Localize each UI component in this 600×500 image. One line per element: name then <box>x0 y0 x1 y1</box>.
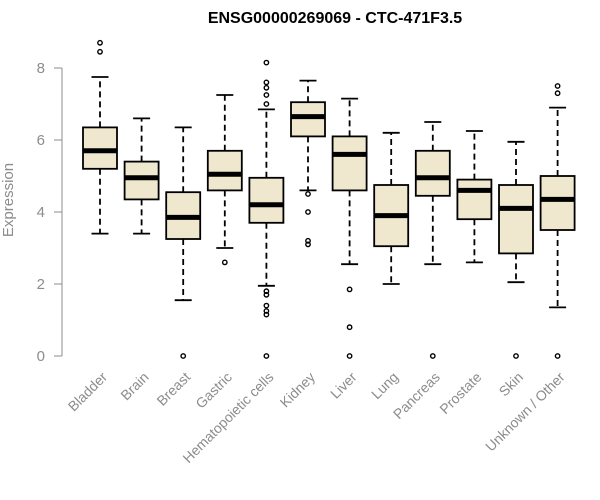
outlier-point <box>263 59 270 66</box>
y-tick-label: 2 <box>37 276 45 293</box>
outlier-point <box>263 291 270 298</box>
box-bladder <box>82 39 118 235</box>
outlier-point <box>554 353 561 359</box>
outlier-point <box>305 191 311 197</box>
x-category-label: Bladder <box>65 369 111 415</box>
outlier-point <box>263 308 270 314</box>
box-iqr <box>206 149 243 192</box>
y-axis-label: Expression <box>0 163 17 237</box>
box-liver <box>331 97 368 359</box>
box-gastric <box>206 94 243 266</box>
x-category-label: Skin <box>496 369 527 400</box>
box-iqr <box>248 176 285 224</box>
x-category-label: Liver <box>327 369 360 402</box>
x-category-label: Unknown / Other <box>482 369 568 455</box>
outlier-point <box>263 353 270 359</box>
outlier-point <box>180 353 187 359</box>
outlier-point <box>305 209 311 215</box>
y-tick-label: 6 <box>37 132 45 149</box>
box-lung <box>373 131 410 285</box>
outlier-point <box>97 48 103 55</box>
outlier-point <box>221 259 228 266</box>
box-pancreas <box>414 121 451 359</box>
outlier-point <box>263 84 270 91</box>
outlier-point <box>346 353 353 359</box>
box-unknown-other <box>539 83 576 359</box>
outlier-point <box>429 353 436 359</box>
x-category-label: Breast <box>153 369 193 409</box>
y-axis: 0 2 4 6 8 <box>37 60 63 365</box>
chart-title: ENSG00000269069 - CTC-471F3.5 <box>208 10 462 27</box>
outlier-point <box>263 302 270 309</box>
box-series <box>82 39 576 359</box>
box-brain <box>123 117 160 235</box>
box-iqr <box>456 178 493 221</box>
box-hematopoietic-cells <box>248 59 285 359</box>
outlier-point <box>263 79 270 86</box>
x-category-label: Prostate <box>436 369 484 417</box>
box-iqr <box>123 160 160 201</box>
box-kidney <box>290 79 326 248</box>
box-skin <box>498 140 534 359</box>
y-tick-label: 0 <box>37 348 45 365</box>
box-iqr <box>331 135 368 192</box>
outlier-point <box>263 101 270 107</box>
outlier-point <box>97 39 103 46</box>
y-tick-label: 8 <box>37 60 45 77</box>
box-iqr <box>414 149 451 197</box>
box-prostate <box>456 130 493 264</box>
box-iqr <box>82 126 118 170</box>
outlier-point <box>305 241 311 248</box>
outlier-point <box>263 92 270 98</box>
box-breast <box>165 126 202 359</box>
outlier-point <box>305 237 311 244</box>
x-category-label: Brain <box>117 369 151 403</box>
x-category-label: Lung <box>368 369 401 402</box>
outlier-point <box>513 353 519 359</box>
outlier-point <box>554 83 561 89</box>
x-category-label: Kidney <box>277 369 319 411</box>
box-iqr <box>290 101 326 138</box>
box-iqr <box>539 175 576 231</box>
y-tick-label: 4 <box>37 204 45 221</box>
box-iqr <box>498 184 534 255</box>
outlier-point <box>346 286 353 293</box>
outlier-point <box>263 288 270 295</box>
outlier-point <box>346 324 353 331</box>
outlier-point <box>554 90 561 97</box>
outlier-point <box>263 311 270 318</box>
